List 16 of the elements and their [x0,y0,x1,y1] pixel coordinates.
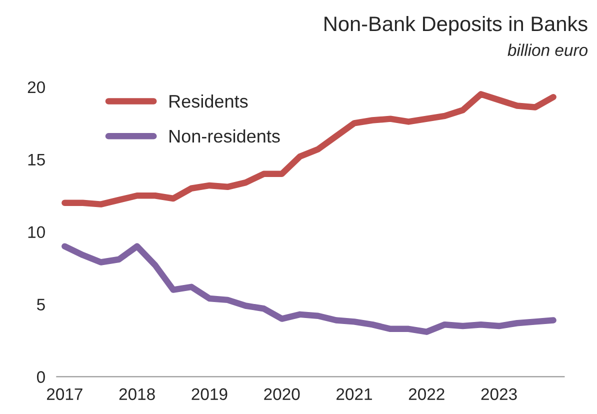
y-tick-label: 5 [37,298,45,310]
x-tick-label: 2023 [481,388,517,400]
x-tick-label: 2019 [192,388,228,400]
x-tick-label: 2022 [408,388,444,400]
x-tick-label: 2017 [46,388,82,400]
chart-title: Non-Bank Deposits in Banks [324,16,588,36]
x-tick-label: 2020 [264,388,300,400]
legend-label: Non-residents [170,129,280,143]
legend-label: Residents [170,94,248,108]
chart-subtitle: billion euro [508,44,588,56]
y-tick-label: 20 [28,81,45,94]
x-tick-label: 2018 [119,388,155,400]
y-tick-label: 10 [28,226,45,238]
y-tick-label: 0 [36,371,45,383]
x-tick-label: 2021 [336,388,372,400]
y-tick-label: 15 [28,154,45,166]
